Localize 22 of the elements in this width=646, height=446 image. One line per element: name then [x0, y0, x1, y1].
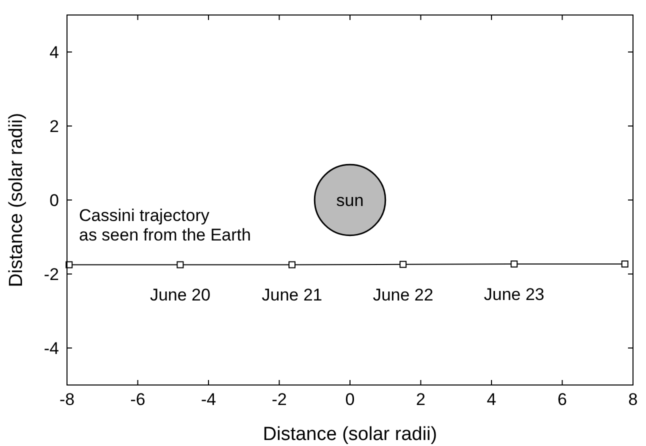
x-tick-label: -4 [200, 390, 216, 409]
x-tick-label: 6 [558, 390, 567, 409]
y-tick-label: 0 [50, 190, 59, 210]
x-tick-label: 2 [416, 390, 426, 409]
annotation: June 21 [262, 286, 322, 305]
y-axis-title: Distance (solar radii) [6, 112, 27, 288]
x-tick-label: -6 [130, 390, 146, 409]
annotation: Cassini trajectory as seen from the Earth [79, 206, 251, 244]
y-tick-label: 2 [50, 116, 59, 136]
x-tick-label: -8 [59, 390, 75, 409]
y-tick-label: -4 [44, 338, 59, 358]
annotation: sun [336, 190, 364, 210]
x-tick-label: 4 [486, 390, 496, 409]
x-tick-label: -2 [272, 390, 287, 409]
x-tick-label: 0 [345, 390, 355, 409]
annotation: June 23 [484, 284, 544, 304]
annotation: June 20 [150, 286, 210, 305]
y-tick-label: -2 [44, 264, 59, 284]
x-tick-label: 8 [628, 390, 638, 409]
x-axis-title: Distance (solar radii) [262, 424, 438, 445]
y-tick-label: 4 [50, 42, 59, 62]
annotation: June 22 [372, 285, 434, 304]
